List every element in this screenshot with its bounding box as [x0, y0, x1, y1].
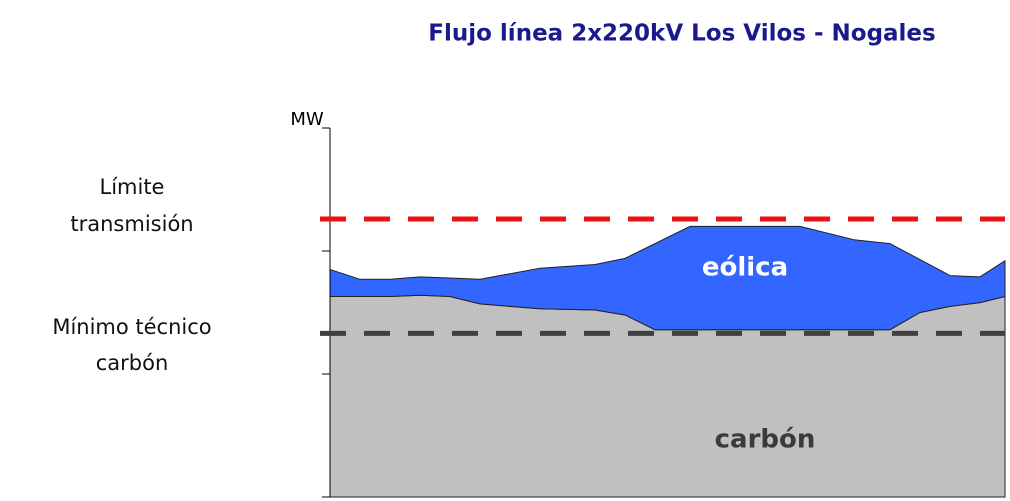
y-axis-label: MW [290, 109, 324, 130]
area [329, 225, 1006, 331]
reference-label: transmisión [70, 212, 193, 236]
reference-label: Límite [100, 175, 165, 199]
reference-label: Mínimo técnico [52, 315, 211, 339]
reference-label: carbón [96, 351, 169, 375]
series-label: eólica [702, 253, 788, 283]
chart-title: Flujo línea 2x220kV Los Vilos - Nogales [428, 21, 935, 47]
series-label: carbón [715, 425, 816, 455]
